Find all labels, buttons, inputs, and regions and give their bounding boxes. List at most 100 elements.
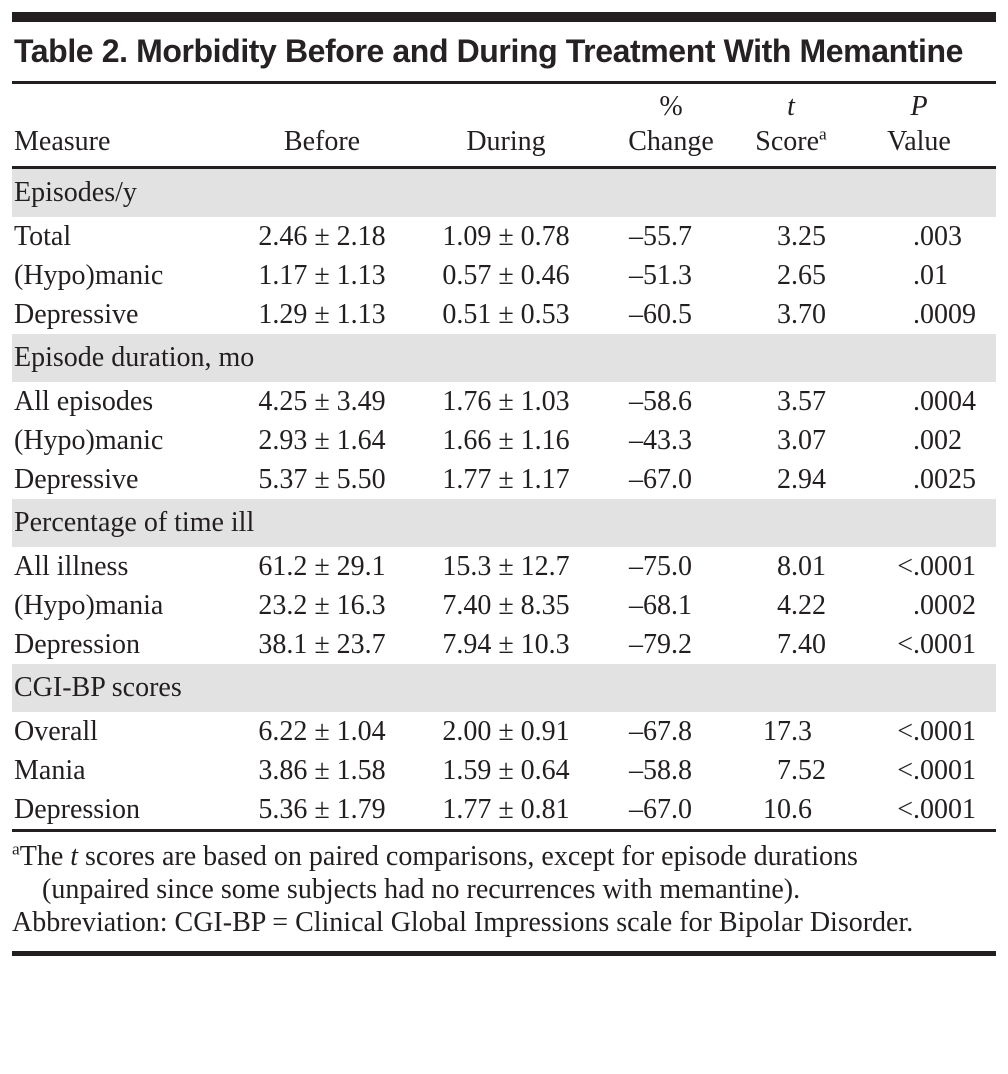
p-symbol: P: [910, 91, 928, 122]
cell-before: 1.29 ± 1.13: [258, 299, 386, 330]
value-fraction-part: .5: [671, 299, 692, 330]
cell-before: 6.22 ± 1.04: [258, 716, 386, 747]
cell-during: 1.59 ± 0.64: [442, 755, 570, 786]
cell-p-value: < .0001: [842, 547, 996, 586]
value-integer-part: –51: [629, 260, 671, 291]
value-integer-part: [842, 425, 913, 456]
cell-during: 1.77 ± 0.81: [442, 794, 570, 825]
value-integer-part: 17: [763, 716, 791, 747]
cell-p-value: < .0001: [842, 751, 996, 790]
value-fraction-part: .0001: [913, 755, 976, 786]
cell-measure: (Hypo)manic: [14, 425, 164, 456]
value-integer-part: [842, 590, 913, 621]
cell-before: 5.37 ± 5.50: [258, 464, 386, 495]
value-integer-part: 3: [777, 299, 791, 330]
value-integer-part: –58: [629, 755, 671, 786]
value-integer-part: [842, 260, 913, 291]
col-header-measure: Measure: [12, 84, 234, 169]
value-fraction-part: .002: [913, 425, 962, 456]
cell-p-value: .003: [842, 217, 996, 256]
cell-measure: Depressive: [14, 464, 139, 495]
table-row: Depressive 5.37 ± 5.50 1.77 ± 1.17 –67.0 2.9…: [12, 460, 996, 499]
cell-measure: Overall: [14, 716, 98, 747]
table-row: Depression 5.36 ± 1.79 1.77 ± 0.81 –67.0 10.…: [12, 790, 996, 829]
value-integer-part: <: [897, 629, 913, 660]
cell-during: 0.51 ± 0.53: [442, 299, 570, 330]
value-integer-part: –55: [629, 221, 671, 252]
header-row: Measure Before During % Change t Scorea: [12, 84, 996, 169]
cell-during: 1.66 ± 1.16: [442, 425, 570, 456]
value-fraction-part: .0009: [913, 299, 976, 330]
value-fraction-part: .52: [791, 755, 826, 786]
value-fraction-part: .40: [791, 629, 826, 660]
value-integer-part: 4: [777, 590, 791, 621]
value-integer-part: –79: [629, 629, 671, 660]
cell-change: –67.0: [602, 790, 740, 829]
value-fraction-part: .3: [671, 260, 692, 291]
cell-t-score: 3.70: [740, 295, 842, 334]
cell-t-score: 3.57: [740, 382, 842, 421]
cell-p-value: .0025: [842, 460, 996, 499]
cell-change: –43.3: [602, 421, 740, 460]
value-integer-part: –60: [629, 299, 671, 330]
cell-t-score: 2.65: [740, 256, 842, 295]
value-fraction-part: .3: [671, 425, 692, 456]
cell-p-value: .0002: [842, 586, 996, 625]
cell-p-value: .01: [842, 256, 996, 295]
top-rule: [12, 12, 996, 22]
cell-measure: Mania: [14, 755, 86, 786]
value-fraction-part: .0025: [913, 464, 976, 495]
value-integer-part: –68: [629, 590, 671, 621]
value-integer-part: [842, 386, 913, 417]
cell-before: 38.1 ± 23.7: [258, 629, 386, 660]
table-title: Table 2. Morbidity Before and During Tre…: [14, 33, 964, 69]
cell-change: –58.6: [602, 382, 740, 421]
col-header-change-label: Change: [628, 126, 714, 157]
value-integer-part: 3: [777, 386, 791, 417]
value-fraction-part: .8: [671, 716, 692, 747]
footnote-marker-a: a: [819, 124, 827, 144]
cell-during: 1.77 ± 1.17: [442, 464, 570, 495]
cell-during: 1.76 ± 1.03: [442, 386, 570, 417]
value-integer-part: [842, 464, 913, 495]
cell-t-score: 3.25: [740, 217, 842, 256]
cell-t-score: 8.01: [740, 547, 842, 586]
cell-measure: Depression: [14, 629, 140, 660]
value-fraction-part: .0: [671, 464, 692, 495]
score-word: Score: [755, 126, 820, 157]
percent-sign: %: [659, 91, 683, 122]
value-integer-part: [842, 299, 913, 330]
cell-before: 23.2 ± 16.3: [258, 590, 386, 621]
value-fraction-part: .07: [791, 425, 826, 456]
value-fraction-part: .7: [671, 221, 692, 252]
footnote-a-italic-t: t: [70, 841, 79, 872]
value-fraction-part: .0001: [913, 794, 976, 825]
col-header-measure-label: Measure: [14, 126, 111, 157]
t-symbol: t: [787, 91, 795, 122]
cell-measure: Depression: [14, 794, 140, 825]
value-fraction-part: .0002: [913, 590, 976, 621]
cell-before: 2.93 ± 1.64: [258, 425, 386, 456]
cell-during: 15.3 ± 12.7: [442, 551, 570, 582]
value-integer-part: 2: [777, 260, 791, 291]
value-fraction-part: .8: [671, 755, 692, 786]
col-header-p-value: P Value: [842, 84, 996, 169]
cell-during: 7.40 ± 8.35: [442, 590, 570, 621]
value-fraction-part: .6: [671, 386, 692, 417]
value-fraction-part: .70: [791, 299, 826, 330]
col-header-during: During: [410, 84, 602, 169]
value-integer-part: 10: [763, 794, 791, 825]
value-integer-part: –43: [629, 425, 671, 456]
value-integer-part: –67: [629, 794, 671, 825]
cell-change: –75.0: [602, 547, 740, 586]
value-integer-part: 3: [777, 425, 791, 456]
footnote-a-rest: scores are based on paired comparisons, …: [42, 841, 858, 905]
value-fraction-part: .0001: [913, 551, 976, 582]
cell-t-score: 10.6: [740, 790, 842, 829]
section-header-row: Episode duration, mo: [12, 334, 996, 382]
cell-p-value: .0009: [842, 295, 996, 334]
cell-p-value: < .0001: [842, 625, 996, 664]
section-header-row: Percentage of time ill: [12, 499, 996, 547]
value-integer-part: –67: [629, 716, 671, 747]
section-header-label: Episode duration, mo: [12, 334, 996, 382]
